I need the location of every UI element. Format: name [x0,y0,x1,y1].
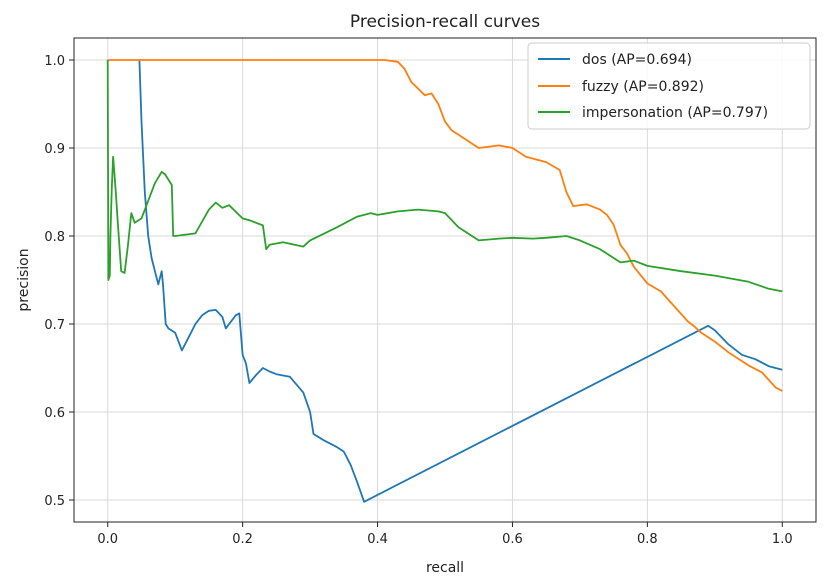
series-line-fuzzy [107,59,783,392]
chart-title: Precision-recall curves [350,12,540,32]
plot-frame [73,37,817,523]
series-line-dos [138,59,783,503]
x-tick-label: 0.0 [97,532,118,547]
y-axis-label: precision [16,248,32,311]
y-tick-label: 0.6 [44,406,65,421]
x-tick-label: 0.2 [232,532,253,547]
y-tick-label: 0.8 [44,230,65,245]
legend: dos (AP=0.694) fuzzy (AP=0.892) imperson… [527,42,811,130]
legend-label-impersonation: impersonation (AP=0.797) [582,105,768,121]
x-axis-label: recall [426,560,464,576]
legend-label-dos: dos (AP=0.694) [582,52,692,68]
y-tick-label: 1.0 [44,54,65,69]
y-tick-label: 0.5 [44,494,65,509]
series-layer [106,59,783,503]
x-tick-label: 0.4 [367,532,388,547]
series-line-impersonation [106,59,783,293]
y-tick-label: 0.7 [44,318,65,333]
legend-box [527,42,811,130]
axis-ticks: 0.0 0.2 0.4 0.6 0.8 1.0 0.5 0.6 0.7 0.8 0.9 1.0 [44,54,792,547]
x-tick-label: 0.6 [502,532,523,547]
legend-label-fuzzy: fuzzy (AP=0.892) [582,79,704,95]
x-tick-label: 0.8 [637,532,658,547]
x-tick-label: 1.0 [772,532,793,547]
y-tick-label: 0.9 [44,142,65,157]
